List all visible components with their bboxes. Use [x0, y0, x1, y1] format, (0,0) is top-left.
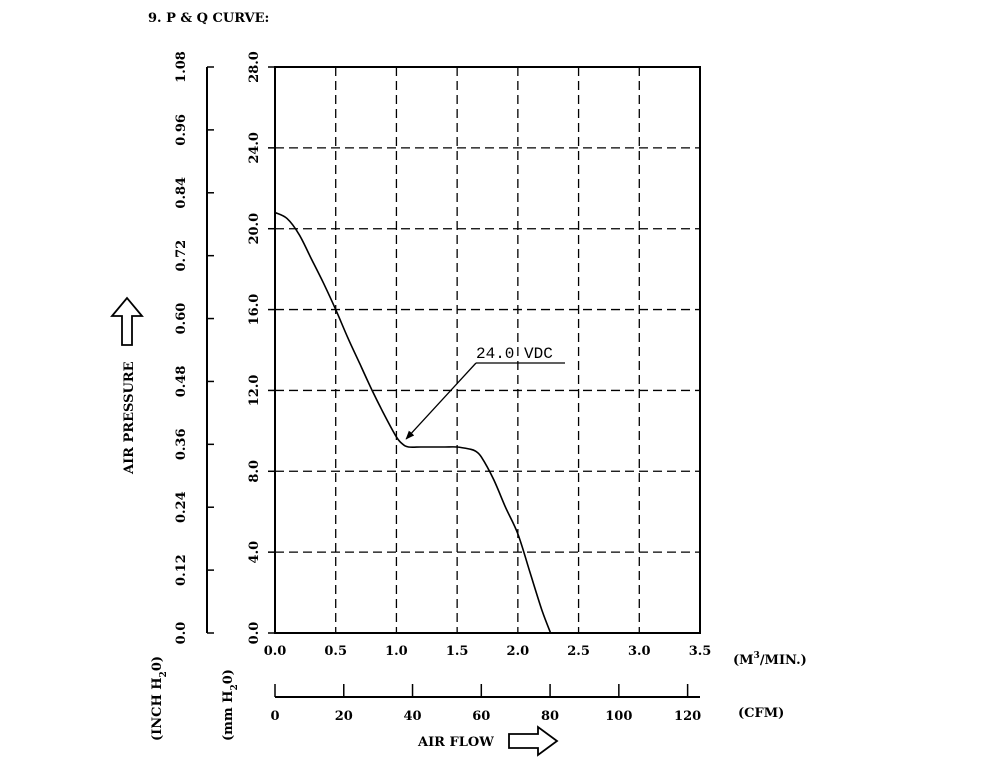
x-cmm-tick-label: 3.5: [689, 644, 712, 659]
x-cmm-tick-label: 1.0: [385, 644, 408, 659]
x-cmm-tick-label: 3.0: [628, 644, 651, 659]
x-cmm-tick-label: 2.5: [567, 644, 590, 659]
x-axis-cmm: 0.0 0.5 1.0 1.5 2.0 2.5 3.0 3.5: [264, 644, 712, 659]
x-cmm-tick-label: 0.5: [324, 644, 347, 659]
y-axis-inch: 0.0 0.12 0.24 0.36 0.48 0.60 0.72 0.84 0.96 1.08: [174, 51, 214, 644]
x-cfm-tick-label: 80: [541, 709, 559, 724]
chart-grid: [275, 67, 700, 633]
up-arrow-icon: [110, 296, 144, 346]
annotation-arrow: [405, 362, 477, 440]
y-inch-tick-label: 1.08: [174, 51, 189, 83]
x-unit-cfm: (CFM): [738, 706, 784, 721]
right-arrow-icon: [508, 725, 559, 757]
x-cmm-tick-label: 2.0: [507, 644, 530, 659]
y-mm-tick-label: 4.0: [247, 541, 262, 564]
x-axis-cfm: 0 20 40 60 80 100 120: [270, 684, 701, 724]
x-cfm-tick-label: 100: [605, 709, 632, 724]
y-inch-tick-label: 0.0: [174, 622, 189, 645]
y-inch-tick-label: 0.60: [174, 303, 189, 335]
y-axis-title: AIR PRESSURE: [122, 361, 137, 475]
y-mm-tick-label: 0.0: [247, 622, 262, 645]
y-axis-mm: 0.0 4.0 8.0 12.0 16.0 20.0 24.0 28.0: [247, 51, 276, 645]
y-unit-inch: (INCH H20): [150, 656, 169, 741]
x-cfm-tick-label: 60: [472, 709, 490, 724]
series-label: 24.0 VDC: [476, 345, 553, 363]
y-inch-tick-label: 0.48: [174, 366, 189, 398]
y-inch-tick-label: 0.72: [174, 240, 189, 272]
y-inch-tick-label: 0.24: [174, 491, 189, 523]
annotation-group: 24.0 VDC: [405, 345, 565, 440]
y-mm-tick-label: 28.0: [247, 51, 262, 83]
y-inch-tick-label: 0.12: [174, 554, 189, 586]
y-mm-tick-label: 8.0: [247, 460, 262, 483]
y-inch-tick-label: 0.96: [174, 114, 189, 146]
series-group: [274, 211, 552, 634]
y-inch-tick-label: 0.84: [174, 177, 189, 209]
y-unit-mm: (mm H20): [221, 669, 240, 741]
x-axis-title: AIR FLOW: [417, 735, 494, 750]
x-cmm-tick-label: 0.0: [264, 644, 287, 659]
x-unit-cmm: (M3/MIN.): [733, 651, 807, 668]
y-mm-tick-label: 12.0: [247, 375, 262, 407]
y-mm-tick-label: 24.0: [247, 132, 262, 164]
y-mm-tick-label: 20.0: [247, 213, 262, 245]
x-cfm-tick-label: 120: [674, 709, 701, 724]
pq-curve-line: [274, 211, 552, 634]
x-cmm-tick-label: 1.5: [446, 644, 469, 659]
y-inch-tick-label: 0.36: [174, 428, 189, 460]
page-title: 9. P & Q CURVE:: [148, 11, 269, 26]
x-cfm-tick-label: 40: [403, 709, 421, 724]
y-mm-tick-label: 16.0: [247, 294, 262, 326]
x-cfm-tick-label: 0: [270, 709, 279, 724]
x-cfm-tick-label: 20: [335, 709, 353, 724]
